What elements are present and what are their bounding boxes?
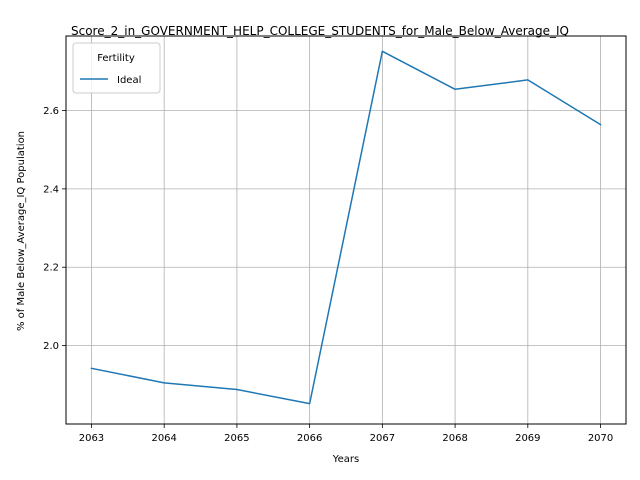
legend-label-ideal: Ideal xyxy=(117,75,141,86)
x-tick-label: 2066 xyxy=(297,433,322,444)
x-tick-label: 2070 xyxy=(588,433,613,444)
y-axis-ticks: 2.0 2.2 2.4 2.6 xyxy=(43,106,66,352)
grid xyxy=(66,36,626,424)
y-axis-label: % of Male Below_Average_IQ Population xyxy=(16,131,27,331)
y-tick-label: 2.4 xyxy=(43,184,59,195)
y-tick-label: 2.6 xyxy=(43,106,59,117)
legend: Fertility Ideal xyxy=(72,42,161,94)
x-tick-label: 2065 xyxy=(224,433,249,444)
chart-title: Score_2_in_GOVERNMENT_HELP_COLLEGE_STUDE… xyxy=(71,24,569,38)
y-tick-label: 2.2 xyxy=(43,263,59,274)
series-layer xyxy=(90,50,602,405)
legend-title: Fertility xyxy=(97,53,135,64)
x-tick-label: 2064 xyxy=(151,433,176,444)
plot-frame xyxy=(65,35,627,425)
y-tick-label: 2.0 xyxy=(43,341,59,352)
series-line-ideal xyxy=(90,50,602,405)
x-tick-label: 2068 xyxy=(442,433,467,444)
x-tick-label: 2069 xyxy=(515,433,540,444)
x-tick-label: 2063 xyxy=(79,433,104,444)
x-axis-ticks: 2063 2064 2065 2066 2067 2068 2069 2070 xyxy=(79,424,613,444)
x-axis-label: Years xyxy=(332,454,359,465)
x-tick-label: 2067 xyxy=(370,433,395,444)
legend-box xyxy=(72,42,161,94)
